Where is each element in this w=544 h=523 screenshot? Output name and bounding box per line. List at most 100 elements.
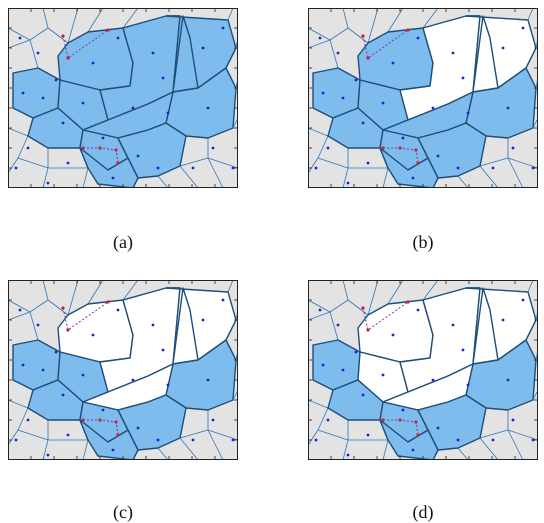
voronoi-edge [382, 439, 389, 460]
voronoi-edge [479, 437, 499, 460]
site-dot [346, 453, 350, 457]
panel-b [308, 8, 538, 188]
site-dot [391, 333, 395, 337]
voronoi-edge [422, 280, 439, 301]
voronoi-cell [379, 147, 439, 188]
site-dot [321, 363, 325, 367]
site-dot [81, 101, 85, 105]
path-line [383, 419, 419, 436]
voronoi-edge [29, 311, 39, 341]
highlight-dot [81, 418, 85, 422]
highlight-dot [81, 146, 85, 150]
site-dot [451, 51, 455, 55]
site-dot [131, 378, 135, 382]
site-dot [26, 146, 30, 150]
site-dot [191, 438, 195, 442]
site-dot [116, 36, 120, 40]
voronoi-edge [479, 429, 509, 439]
voronoi-diagram [308, 8, 538, 188]
site-dot [14, 438, 18, 442]
site-dot [466, 383, 470, 387]
voronoi-edge [367, 280, 379, 316]
voronoi-edge [87, 280, 104, 305]
voronoi-edge [122, 8, 139, 29]
site-dot [191, 166, 195, 170]
voronoi-edge [317, 135, 329, 159]
voronoi-edge [157, 447, 169, 460]
site-dot [26, 418, 30, 422]
voronoi-edge [308, 299, 331, 313]
voronoi-edge [367, 8, 379, 44]
caption-b: (b) [412, 232, 434, 252]
voronoi-diagram [308, 280, 538, 460]
site-dot [416, 308, 420, 312]
site-dot [511, 146, 515, 150]
site-dot [461, 76, 465, 80]
voronoi-edge [42, 280, 49, 301]
voronoi-edge [42, 167, 49, 188]
site-dot [46, 453, 50, 457]
site-dot [326, 146, 330, 150]
site-dot [91, 333, 95, 337]
site-dot [461, 348, 465, 352]
voronoi-edge [207, 429, 224, 460]
voronoi-diagram [8, 8, 238, 188]
site-dot [354, 350, 358, 354]
site-dot [366, 433, 370, 437]
voronoi-diagram [8, 280, 238, 460]
site-dot [46, 181, 50, 185]
site-dot [336, 323, 340, 327]
voronoi-edge [347, 27, 369, 44]
highlight-dot [414, 148, 418, 152]
site-dot [451, 323, 455, 327]
site-dot [211, 146, 215, 150]
highlight-dot [398, 418, 402, 422]
site-dot [501, 46, 505, 50]
site-dot [501, 318, 505, 322]
site-dot [221, 298, 225, 302]
voronoi-edge [329, 27, 349, 41]
site-dot [81, 373, 85, 377]
site-dot [91, 61, 95, 65]
site-dot [166, 111, 170, 115]
highlight-dot [66, 328, 70, 332]
voronoi-edge [308, 399, 329, 409]
voronoi-edge [507, 157, 538, 169]
site-dot [41, 368, 45, 372]
voronoi-edge [329, 39, 339, 69]
highlight-dot [116, 161, 120, 165]
voronoi-edge [227, 280, 234, 293]
voronoi-edge [82, 167, 89, 188]
site-dot [531, 166, 535, 170]
voronoi-edge [507, 157, 524, 188]
site-dot [66, 433, 70, 437]
voronoi-edge [8, 311, 31, 321]
voronoi-edge [387, 8, 404, 33]
caption-d: (d) [412, 502, 434, 522]
site-dot [206, 378, 210, 382]
voronoi-edge [387, 280, 404, 305]
site-dot [436, 154, 440, 158]
voronoi-edge [308, 127, 329, 137]
site-dot [54, 78, 58, 82]
highlight-dot [106, 28, 110, 32]
site-dot [366, 161, 370, 165]
site-dot [336, 51, 340, 55]
path-line [83, 419, 119, 436]
voronoi-edge [382, 167, 389, 188]
highlight-dot [114, 420, 118, 424]
site-dot [361, 393, 365, 397]
highlight-dot [406, 28, 410, 32]
voronoi-edge [317, 157, 349, 169]
panel-a [8, 8, 238, 188]
site-dot [151, 323, 155, 327]
site-dot [506, 106, 510, 110]
site-dot [391, 61, 395, 65]
site-dot [201, 46, 205, 50]
site-dot [201, 318, 205, 322]
site-dot [136, 426, 140, 430]
site-dot [346, 181, 350, 185]
site-dot [436, 426, 440, 430]
site-dot [491, 166, 495, 170]
site-dot [14, 166, 18, 170]
